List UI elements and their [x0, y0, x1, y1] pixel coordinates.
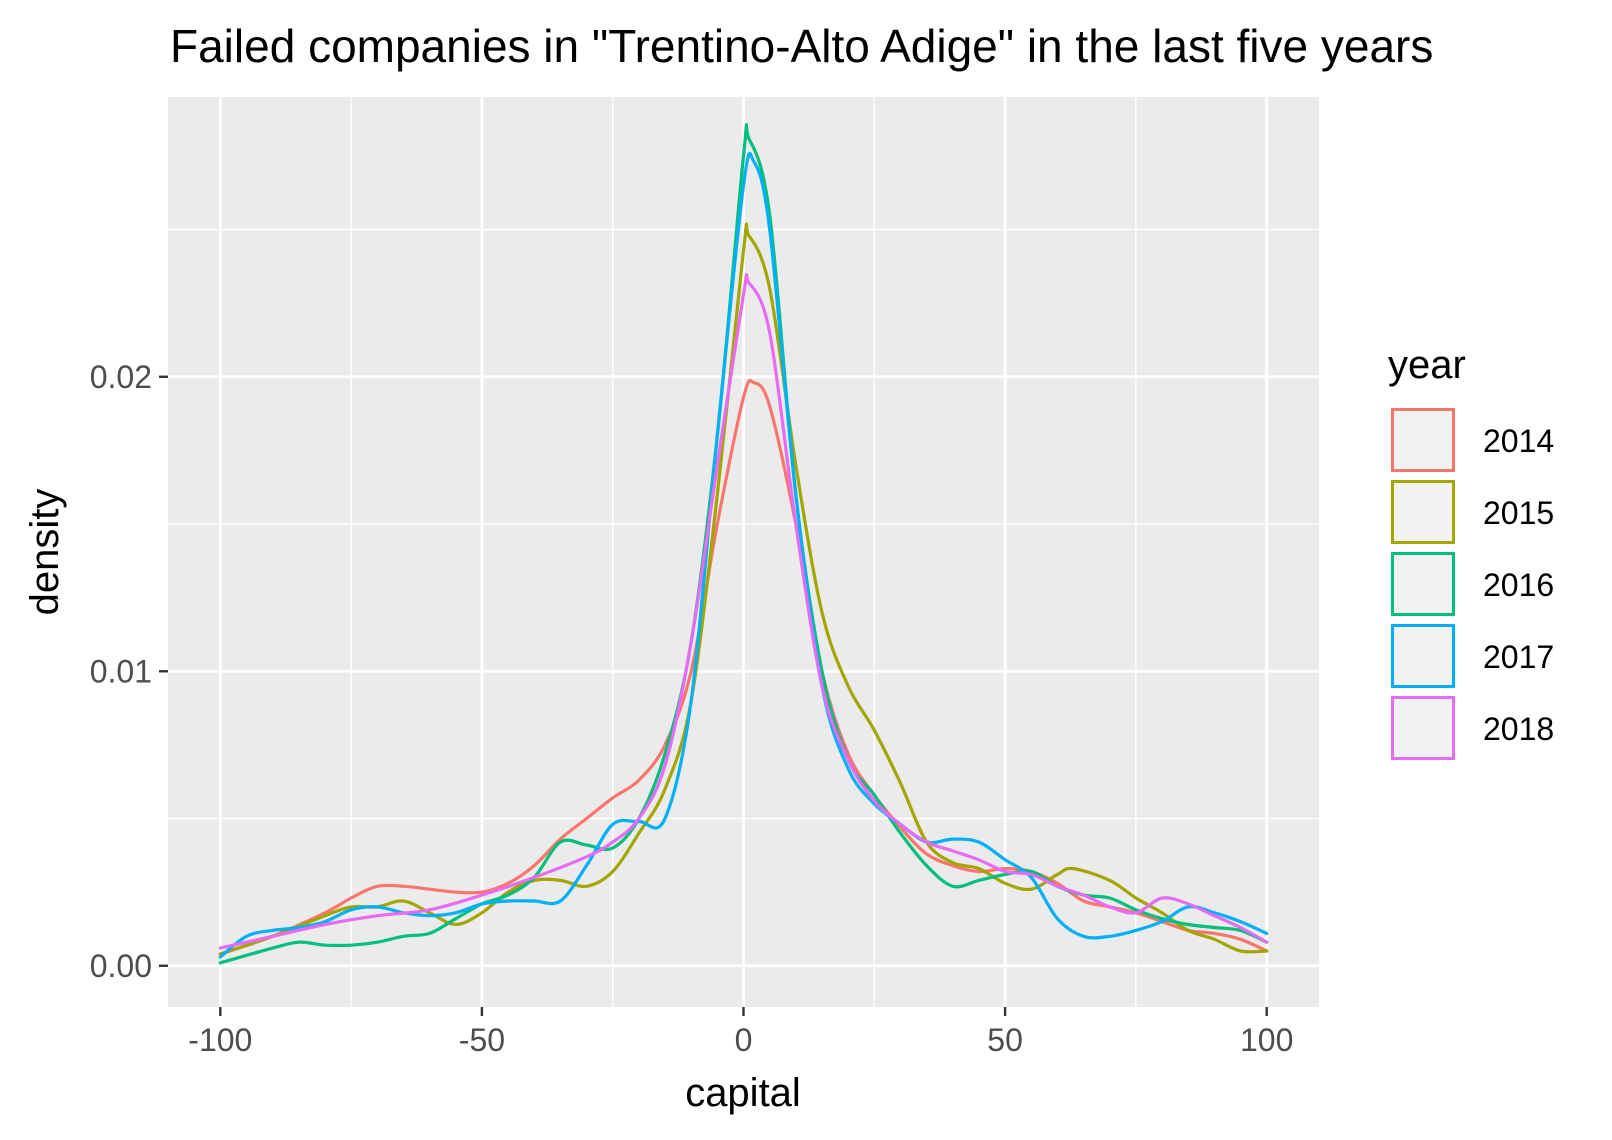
y-tick-label: 0.02 — [90, 359, 152, 395]
density-line-2017 — [218, 151, 1269, 959]
legend-label-2016: 2016 — [1483, 567, 1554, 603]
legend-key-2014 — [1391, 408, 1455, 472]
density-line-2018 — [218, 273, 1269, 950]
x-tick-label: 100 — [1240, 1022, 1293, 1058]
legend-title: year — [1388, 343, 1466, 387]
legend-key-bg — [1391, 552, 1455, 616]
density-line-2014 — [218, 378, 1269, 956]
legend-label-2017: 2017 — [1483, 639, 1554, 675]
y-tick-label: 0.01 — [90, 653, 152, 689]
legend-key-2016 — [1391, 552, 1455, 616]
chart-title: Failed companies in "Trentino-Alto Adige… — [170, 20, 1433, 72]
y-axis-title: density — [23, 489, 67, 616]
legend-key-2015 — [1391, 480, 1455, 544]
legend-key-bg — [1391, 624, 1455, 688]
legend-key-2018 — [1391, 696, 1455, 760]
density-lines — [218, 123, 1269, 965]
legend-label-2015: 2015 — [1483, 495, 1554, 531]
x-tick-label: 0 — [735, 1022, 753, 1058]
density-line-2015 — [218, 222, 1269, 956]
y-tick-label: 0.00 — [90, 948, 152, 984]
legend-key-bg — [1391, 696, 1455, 760]
legend-key-bg — [1391, 408, 1455, 472]
x-axis-title: capital — [685, 1071, 801, 1115]
legend-label-2014: 2014 — [1483, 423, 1554, 459]
x-tick-label: 50 — [987, 1022, 1023, 1058]
x-tick-label: -100 — [188, 1022, 252, 1058]
y-axis: 0.00 0.01 0.02 — [90, 359, 168, 984]
legend: year 2014 2015 2016 2017 2018 — [1388, 343, 1554, 760]
x-axis: -100 -50 0 50 100 — [188, 1007, 1293, 1058]
legend-key-bg — [1391, 480, 1455, 544]
x-tick-label: -50 — [459, 1022, 505, 1058]
major-gridlines — [168, 97, 1319, 1007]
legend-key-2017 — [1391, 624, 1455, 688]
legend-label-2018: 2018 — [1483, 711, 1554, 747]
